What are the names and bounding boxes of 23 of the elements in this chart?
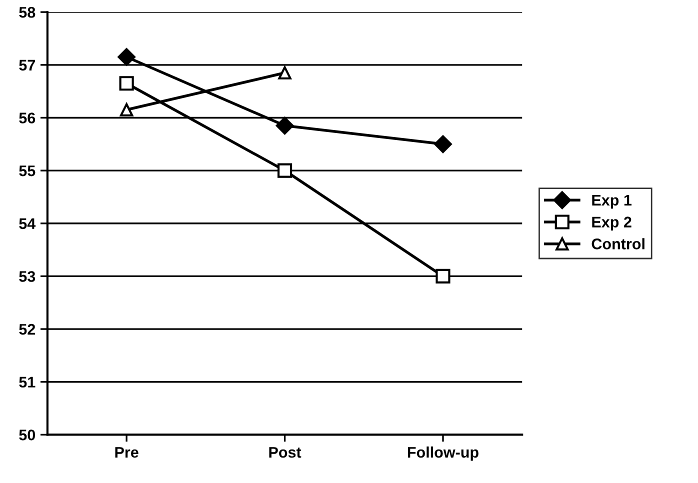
- y-tick-label: 55: [19, 166, 36, 176]
- y-tick-label: 52: [19, 324, 36, 335]
- point: [119, 76, 134, 91]
- x-tick-label: Follow-up: [408, 446, 478, 461]
- y-tick-label: 53: [19, 271, 36, 282]
- point: [278, 66, 292, 80]
- y-tick-label: 56: [19, 112, 36, 124]
- point: [436, 268, 450, 284]
- point: [276, 116, 294, 135]
- point: [277, 163, 292, 178]
- y-tick-label: 58: [19, 6, 36, 18]
- x-tick-label: Pre: [115, 447, 138, 458]
- point: [118, 48, 136, 66]
- x-tick-label: Post: [269, 447, 302, 458]
- legend-label: Control: [592, 238, 644, 250]
- legend-label: Exp 2: [592, 216, 632, 231]
- point: [120, 103, 134, 116]
- y-tick-label: 51: [19, 376, 36, 388]
- y-tick-label: 50: [19, 430, 36, 440]
- y-tick-label: 57: [19, 60, 35, 71]
- point: [434, 135, 452, 154]
- legend-label: Exp 1: [592, 194, 632, 209]
- y-tick-label: 54: [19, 218, 36, 230]
